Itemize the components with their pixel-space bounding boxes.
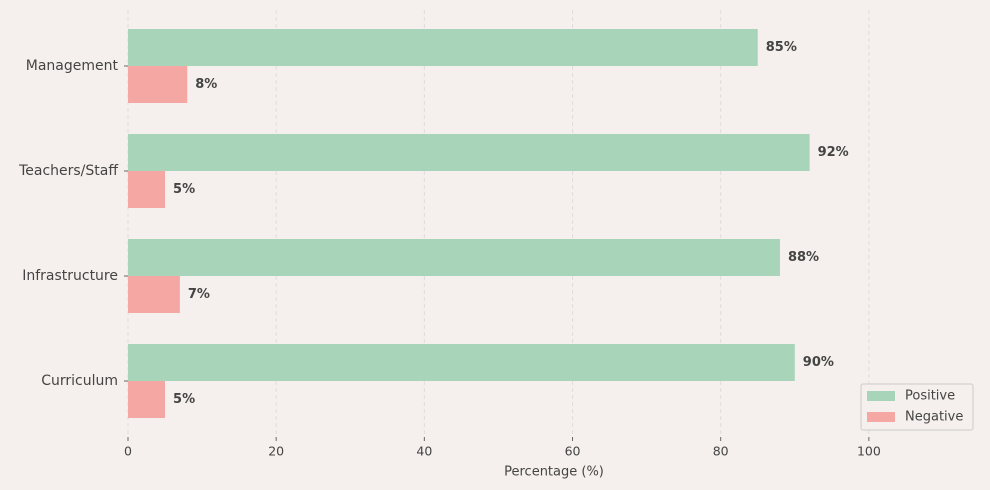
value-label: 5% [173, 182, 195, 197]
bar [128, 134, 810, 171]
x-tick-label: 100 [857, 444, 881, 459]
bar [128, 171, 166, 208]
value-label: 90% [803, 355, 834, 370]
x-axis-label: Percentage (%) [504, 465, 604, 480]
bar [128, 381, 166, 418]
value-label: 7% [188, 287, 210, 302]
legend-swatch [867, 412, 895, 422]
x-tick-label: 20 [268, 444, 284, 459]
value-label: 8% [195, 77, 217, 92]
bar [128, 29, 758, 66]
x-tick-label: 0 [124, 444, 132, 459]
y-tick-label: Infrastructure [22, 268, 118, 284]
y-tick-label: Management [26, 58, 119, 74]
value-label: 5% [173, 392, 195, 407]
value-label: 85% [766, 40, 797, 55]
x-tick-label: 80 [713, 444, 729, 459]
bar [128, 276, 180, 313]
value-label: 88% [788, 250, 819, 265]
legend-label: Positive [905, 389, 955, 404]
x-tick-label: 40 [416, 444, 432, 459]
value-label: 92% [818, 145, 849, 160]
y-tick-label: Curriculum [41, 373, 118, 389]
y-tick-label: Teachers/Staff [18, 163, 118, 179]
legend-label: Negative [905, 410, 963, 425]
bar [128, 239, 780, 276]
legend-swatch [867, 391, 895, 401]
bar [128, 66, 188, 103]
x-tick-label: 60 [565, 444, 581, 459]
bar [128, 344, 795, 381]
